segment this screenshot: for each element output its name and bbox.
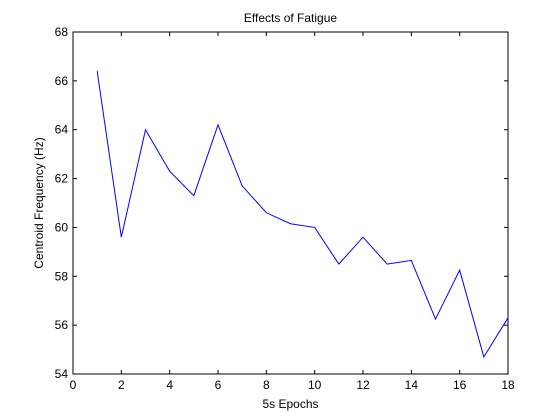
x-tick-label: 2	[118, 378, 125, 392]
y-tick-label: 56	[55, 318, 69, 332]
x-tick-label: 16	[453, 378, 467, 392]
y-tick-label: 60	[55, 220, 69, 234]
axis-ticks	[72, 31, 509, 375]
x-tick-label: 14	[405, 378, 419, 392]
plot-area	[72, 31, 509, 375]
series-group	[96, 71, 509, 359]
y-tick-label: 64	[55, 123, 69, 137]
y-tick-label: 66	[55, 74, 69, 88]
chart-title: Effects of Fatigue	[244, 11, 337, 25]
x-tick-label: 6	[215, 378, 222, 392]
y-tick-label: 68	[55, 25, 69, 39]
x-tick-label: 12	[356, 378, 370, 392]
y-tick-label: 54	[55, 367, 69, 381]
x-tick-label: 18	[501, 378, 515, 392]
x-tick-label: 10	[308, 378, 322, 392]
y-axis-title: Centroid Frequency (Hz)	[32, 137, 46, 268]
y-tick-label: 58	[55, 269, 69, 283]
x-tick-label: 8	[263, 378, 270, 392]
x-tick-label: 4	[166, 378, 173, 392]
x-axis-title: 5s Epochs	[262, 397, 318, 411]
series-line	[96, 71, 509, 359]
x-tick-label: 0	[70, 378, 77, 392]
y-tick-label: 62	[55, 172, 69, 186]
